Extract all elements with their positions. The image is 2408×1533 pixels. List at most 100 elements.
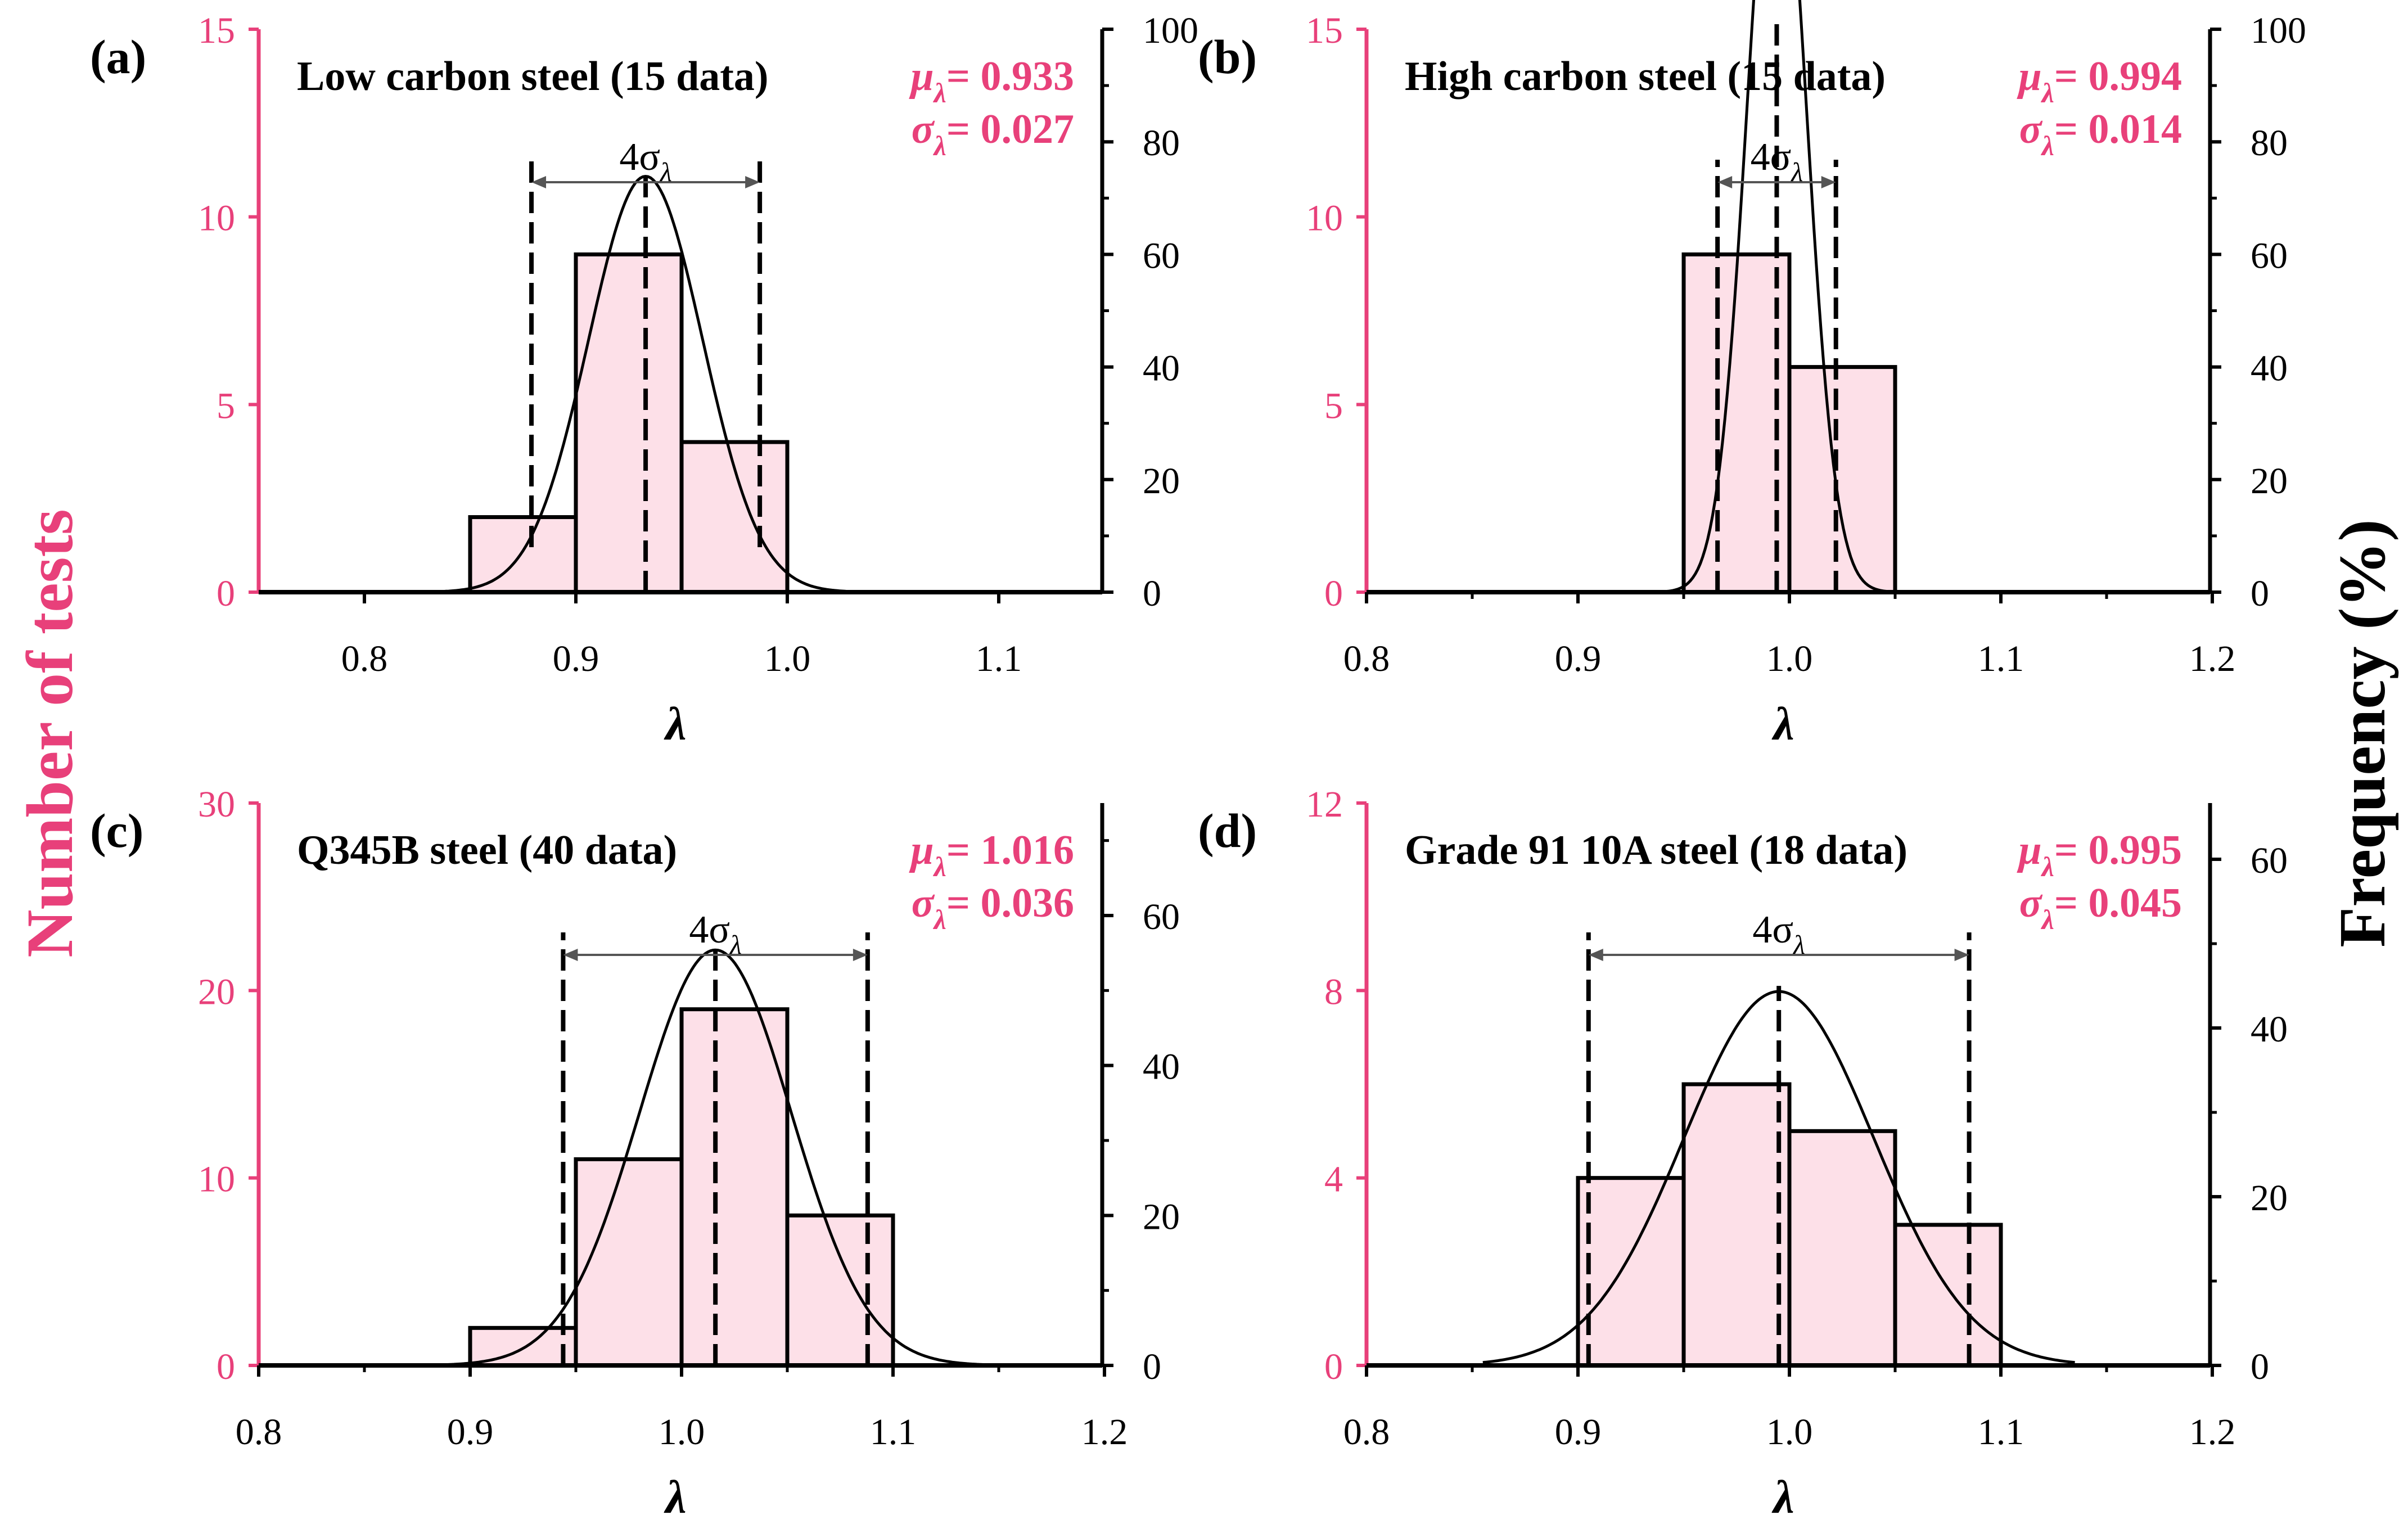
x-tick-label: 1.0: [1766, 638, 1813, 679]
panel-label: (d): [1198, 804, 1257, 858]
span-arrowhead-left: [531, 176, 547, 188]
right-y-tick-label: 20: [1143, 461, 1180, 502]
right-y-tick-label: 100: [2251, 10, 2306, 51]
sigma-symbol: σ: [912, 106, 935, 152]
left-y-tick-label: 0: [1324, 573, 1343, 614]
histogram-bar: [679, 1007, 790, 1368]
right-y-tick-label: 60: [1143, 235, 1180, 276]
span-label: 4σλ: [1752, 908, 1805, 960]
sigma-subscript: λ: [933, 130, 946, 161]
panel-title: Grade 91 10A steel (18 data): [1405, 827, 1908, 873]
right-y-tick-label: 0: [2251, 573, 2269, 614]
histogram-bar: [1787, 365, 1897, 594]
right-y-tick-label: 40: [1143, 348, 1180, 389]
span-arrowhead-left: [1588, 949, 1603, 961]
mu-value: = 0.994: [2054, 53, 2182, 100]
right-y-tick-label: 80: [2251, 123, 2288, 164]
sigma-subscript: λ: [2041, 130, 2054, 161]
left-y-tick-label: 10: [1306, 198, 1343, 239]
sigma-stat: σλ= 0.014: [2019, 106, 2182, 161]
x-tick-label: 0.9: [1555, 638, 1602, 679]
sigma-stat: σλ= 0.027: [912, 106, 1074, 161]
span-label-subscript: λ: [659, 157, 672, 187]
right-y-tick-label: 60: [2251, 840, 2288, 881]
right-y-tick-label: 0: [2251, 1346, 2269, 1387]
x-tick-label: 0.8: [236, 1412, 282, 1453]
panel-label: (c): [90, 804, 143, 858]
sigma-symbol: σ: [2019, 106, 2043, 152]
histogram-bar: [1787, 1129, 1897, 1368]
mu-subscript: λ: [2041, 851, 2054, 882]
x-tick-label: 1.1: [976, 638, 1022, 679]
x-tick-label: 0.9: [447, 1412, 494, 1453]
histogram-bar: [1576, 1176, 1686, 1368]
mu-symbol: μ: [908, 53, 934, 100]
histogram-bar: [1893, 1223, 2003, 1368]
right-y-tick-label: 60: [2251, 235, 2288, 276]
x-tick-label: 1.2: [2189, 638, 2236, 679]
span-arrowhead-left: [563, 949, 578, 961]
right-y-tick-label: 80: [1143, 123, 1180, 164]
right-y-tick-label: 0: [1143, 1346, 1161, 1387]
sigma-stat: σλ= 0.045: [2019, 880, 2182, 935]
mu-stat: μλ= 0.933: [908, 53, 1074, 109]
histogram-bar: [574, 1157, 684, 1368]
right-y-tick-label: 40: [2251, 348, 2288, 389]
mu-symbol: μ: [2016, 53, 2041, 100]
sigma-value: = 0.014: [2054, 106, 2182, 152]
x-axis-label: λ: [664, 1471, 686, 1523]
x-tick-label: 1.2: [1081, 1412, 1128, 1453]
left-y-tick-label: 0: [1324, 1346, 1343, 1387]
x-tick-label: 0.9: [553, 638, 599, 679]
mu-subscript: λ: [933, 77, 946, 109]
panel-title: Low carbon steel (15 data): [297, 53, 769, 100]
left-y-tick-label: 4: [1324, 1159, 1343, 1200]
span-label-main: 4σ: [619, 136, 660, 179]
sigma-stat: σλ= 0.036: [912, 880, 1074, 935]
panel-title: Q345B steel (40 data): [297, 827, 677, 873]
mu-subscript: λ: [2041, 77, 2054, 109]
left-y-tick-label: 15: [198, 10, 235, 51]
mu-value: = 1.016: [946, 827, 1074, 873]
right-y-tick-label: 20: [1143, 1196, 1180, 1237]
right-y-tick-label: 60: [1143, 896, 1180, 937]
span-label-main: 4σ: [1751, 136, 1792, 179]
x-tick-label: 0.8: [1343, 1412, 1390, 1453]
span-arrowhead-right: [853, 949, 868, 961]
sigma-value: = 0.027: [946, 106, 1074, 152]
histogram-bar: [1681, 252, 1792, 594]
right-y-tick-label: 20: [2251, 461, 2288, 502]
span-arrowhead-left: [1717, 176, 1733, 188]
span-label: 4σλ: [619, 136, 672, 187]
x-tick-label: 1.1: [1978, 1412, 2024, 1453]
span-arrowhead-right: [1954, 949, 1969, 961]
x-tick-label: 1.2: [2189, 1412, 2236, 1453]
right-y-tick-label: 0: [1143, 573, 1161, 614]
sigma-symbol: σ: [2019, 880, 2043, 926]
x-tick-label: 1.0: [764, 638, 811, 679]
histogram-bar: [574, 252, 684, 594]
panel-label: (b): [1198, 30, 1257, 84]
span-arrowhead-right: [745, 176, 760, 188]
mu-subscript: λ: [933, 851, 946, 882]
left-y-tick-label: 8: [1324, 971, 1343, 1012]
mu-stat: μλ= 1.016: [908, 827, 1074, 882]
span-label: 4σλ: [689, 908, 742, 960]
left-y-tick-label: 10: [198, 1159, 235, 1200]
x-tick-label: 1.0: [659, 1412, 705, 1453]
x-tick-label: 1.1: [1978, 638, 2024, 679]
mu-value: = 0.933: [946, 53, 1074, 100]
histogram-bar: [785, 1213, 895, 1368]
left-y-tick-label: 30: [198, 784, 235, 825]
right-y-tick-label: 40: [1143, 1047, 1180, 1088]
sigma-value: = 0.036: [946, 880, 1074, 926]
left-y-tick-label: 0: [217, 1346, 235, 1387]
span-label-subscript: λ: [1792, 930, 1805, 960]
span-label-subscript: λ: [1790, 157, 1803, 187]
span-label: 4σλ: [1751, 136, 1803, 187]
x-tick-label: 1.1: [870, 1412, 917, 1453]
mu-stat: μλ= 0.994: [2016, 53, 2182, 109]
x-axis-label: λ: [1771, 1471, 1794, 1523]
